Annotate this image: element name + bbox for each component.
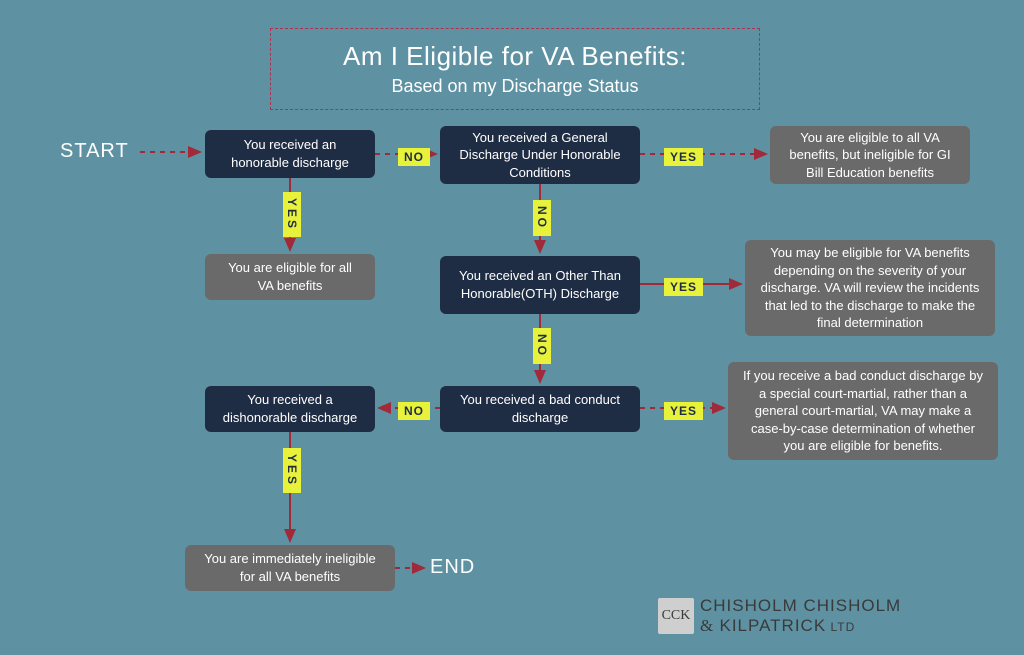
label-q2-yes: YES (664, 148, 703, 166)
end-label: END (430, 556, 475, 579)
title-box: Am I Eligible for VA Benefits: Based on … (270, 28, 760, 110)
node-a5-ineligible: You are immediately ineligible for all V… (185, 545, 395, 591)
label-q2-no: NO (533, 200, 551, 236)
label-q3-no: NO (533, 328, 551, 364)
logo-text: CHISHOLM CHISHOLM & KILPATRICK LTD (700, 596, 901, 635)
node-q1-honorable: You received an honorable discharge (205, 130, 375, 178)
logo-line2: KILPATRICK (719, 616, 826, 635)
title-main: Am I Eligible for VA Benefits: (331, 41, 699, 72)
node-a4-case-by-case: If you receive a bad conduct discharge b… (728, 362, 998, 460)
node-a1-all-benefits: You are eligible for all VA benefits (205, 254, 375, 300)
label-q3-yes: YES (664, 278, 703, 296)
label-q1-yes: YES (283, 192, 301, 237)
node-a2-no-gi-bill: You are eligible to all VA benefits, but… (770, 126, 970, 184)
label-q4-no: NO (398, 402, 430, 420)
label-q4-yes: YES (664, 402, 703, 420)
label-q5-yes: YES (283, 448, 301, 493)
node-q3-oth: You received an Other Than Honorable(OTH… (440, 256, 640, 314)
label-q1-no: NO (398, 148, 430, 166)
start-label: START (60, 140, 129, 163)
node-q4-bad-conduct: You received a bad conduct discharge (440, 386, 640, 432)
logo-suffix: LTD (826, 620, 855, 634)
node-q2-general: You received a General Discharge Under H… (440, 126, 640, 184)
node-q5-dishonorable: You received a dishonorable discharge (205, 386, 375, 432)
logo-amp: & (700, 616, 719, 635)
node-a3-review: You may be eligible for VA benefits depe… (745, 240, 995, 336)
title-sub: Based on my Discharge Status (331, 76, 699, 97)
logo-mark: CCK (658, 598, 694, 634)
logo-line1: CHISHOLM CHISHOLM (700, 596, 901, 615)
